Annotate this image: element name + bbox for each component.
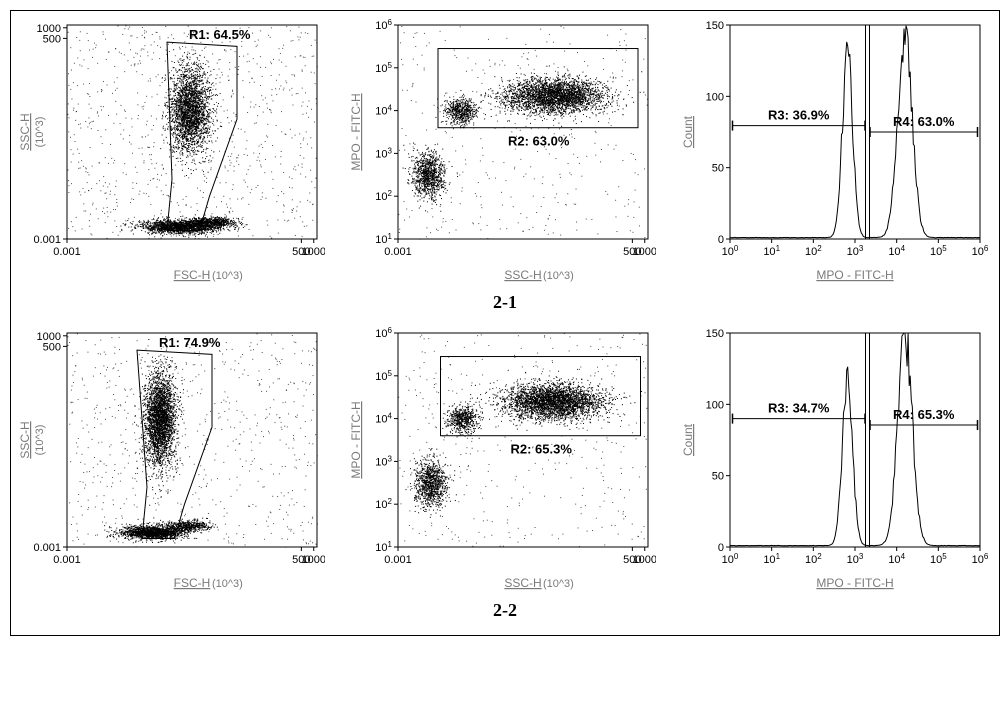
gate-label: R1: 64.5% <box>189 27 251 42</box>
marker-label: R4: 65.3% <box>893 407 955 422</box>
plot-svg: R2: 65.3%MPO - FITC-HSSC-H(10^3)0.001500… <box>346 323 656 593</box>
histogram-trace <box>730 333 980 547</box>
x-axis-label: MPO - FITC-H <box>816 576 893 590</box>
x-axis-label: MPO - FITC-H <box>816 268 893 282</box>
plot-svg: R1: 64.5%SSC-H(10^3)FSC-H(10^3)0.0015001… <box>15 15 325 285</box>
y-axis-label: SSC-H <box>18 113 32 150</box>
figure-frame: R1: 64.5%SSC-H(10^3)FSC-H(10^3)0.0015001… <box>10 10 1000 636</box>
plot-svg: R2: 63.0%MPO - FITC-HSSC-H(10^3)0.001500… <box>346 15 656 285</box>
marker-R4: R4: 65.3% <box>870 407 978 430</box>
row-1: R1: 64.5%SSC-H(10^3)FSC-H(10^3)0.0015001… <box>15 15 995 290</box>
panel-r2c3: R3: 34.7%R4: 65.3%CountMPO - FITC-H10010… <box>678 323 995 598</box>
row-2: R1: 74.9%SSC-H(10^3)FSC-H(10^3)0.0015001… <box>15 323 995 598</box>
marker-label: R3: 34.7% <box>768 401 830 416</box>
x-axis-label: FSC-H <box>174 268 211 282</box>
x-axis-label: FSC-H <box>174 576 211 590</box>
panel-r2c2: R2: 65.3%MPO - FITC-HSSC-H(10^3)0.001500… <box>346 323 663 598</box>
gate-label: R2: 65.3% <box>511 442 573 457</box>
plot-svg: R1: 74.9%SSC-H(10^3)FSC-H(10^3)0.0015001… <box>15 323 325 593</box>
gate-label: R2: 63.0% <box>508 134 570 149</box>
marker-R3: R3: 36.9% <box>732 108 865 131</box>
scatter-dots <box>67 333 317 547</box>
row-2-label: 2-2 <box>15 600 995 621</box>
scatter-dots <box>67 25 317 239</box>
x-axis-label: SSC-H <box>505 268 542 282</box>
y-axis-label: MPO - FITC-H <box>349 93 363 170</box>
y-axis-label: Count <box>681 423 695 456</box>
y-axis-label: Count <box>681 115 695 148</box>
scatter-dots <box>398 333 647 547</box>
panel-r2c1: R1: 74.9%SSC-H(10^3)FSC-H(10^3)0.0015001… <box>15 323 332 598</box>
panel-r1c1: R1: 64.5%SSC-H(10^3)FSC-H(10^3)0.0015001… <box>15 15 332 290</box>
gate-polygon <box>137 350 212 538</box>
marker-label: R3: 36.9% <box>768 108 830 123</box>
gate-label: R1: 74.9% <box>159 335 221 350</box>
y-axis-label: SSC-H <box>18 421 32 458</box>
gate-polygon <box>167 42 237 230</box>
marker-label: R4: 63.0% <box>893 114 955 129</box>
marker-R4: R4: 63.0% <box>870 114 978 137</box>
y-axis-label: MPO - FITC-H <box>349 401 363 478</box>
panel-r1c2: R2: 63.0%MPO - FITC-HSSC-H(10^3)0.001500… <box>346 15 663 290</box>
panel-r1c3: R3: 36.9%R4: 63.0%CountMPO - FITC-H10010… <box>678 15 995 290</box>
plot-svg: R3: 36.9%R4: 63.0%CountMPO - FITC-H10010… <box>678 15 988 285</box>
x-axis-label: SSC-H <box>505 576 542 590</box>
plot-svg: R3: 34.7%R4: 65.3%CountMPO - FITC-H10010… <box>678 323 988 593</box>
row-1-label: 2-1 <box>15 292 995 313</box>
